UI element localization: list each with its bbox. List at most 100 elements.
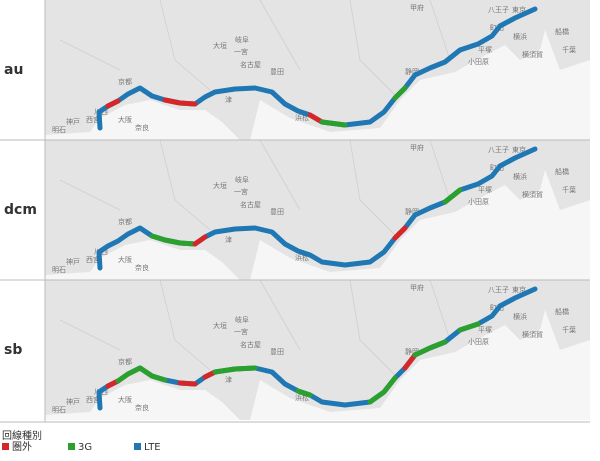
route-segment <box>96 6 538 131</box>
place-label: 静岡 <box>405 347 419 356</box>
place-label: 東京 <box>512 145 526 154</box>
route-segment <box>402 352 418 371</box>
place-label: 千葉 <box>562 45 576 54</box>
place-label: 西宮 <box>86 115 100 124</box>
route-segment <box>392 225 408 241</box>
place-label: 横浜 <box>513 312 527 321</box>
sea <box>45 30 590 140</box>
place-label: 奈良 <box>135 123 149 132</box>
place-label: 大垣 <box>213 41 227 50</box>
route-segment <box>192 234 208 247</box>
place-label: 平塚 <box>478 45 492 54</box>
place-label: 岐阜 <box>235 175 249 184</box>
place-label: 一宮 <box>234 47 248 56</box>
place-label: 船橋 <box>555 27 569 36</box>
place-label: 一宮 <box>234 327 248 336</box>
place-label: 静岡 <box>405 67 419 76</box>
place-label: 大垣 <box>213 321 227 330</box>
route-segment <box>412 339 448 358</box>
legend-swatch <box>134 443 141 450</box>
route-segment <box>457 321 481 333</box>
place-label: 津 <box>225 236 232 244</box>
sea <box>45 310 590 420</box>
place-label: 小田原 <box>468 337 489 346</box>
place-label: 大阪 <box>118 115 132 124</box>
place-label: 神戸 <box>66 397 80 406</box>
place-label: 名古屋 <box>240 200 261 209</box>
place-label: 岐阜 <box>235 315 249 324</box>
place-label: 船橋 <box>555 307 569 316</box>
place-label: 平塚 <box>478 185 492 194</box>
route-segment <box>177 380 198 387</box>
route-segment <box>115 365 143 384</box>
place-label: 東京 <box>512 285 526 294</box>
panel-label: sb <box>4 342 22 358</box>
legend-swatch <box>68 443 75 450</box>
place-label: 横須賀 <box>522 190 543 199</box>
place-label: 東京 <box>512 5 526 14</box>
place-label: 神戸 <box>66 257 80 266</box>
place-label: 豊田 <box>270 347 284 356</box>
place-label: 大阪 <box>118 255 132 264</box>
place-label: 小田原 <box>468 57 489 66</box>
place-label: 京都 <box>118 77 132 86</box>
legend-title: 回線種別 <box>2 429 42 442</box>
route-segment <box>295 388 313 398</box>
route-segment <box>162 97 198 107</box>
place-label: 大垣 <box>213 181 227 190</box>
place-label: 八王子 <box>488 6 509 14</box>
route-segment <box>319 119 348 128</box>
place-label: 奈良 <box>135 263 149 272</box>
place-label: 八王子 <box>488 286 509 294</box>
place-label: 京都 <box>118 217 132 226</box>
route-segment <box>392 85 408 101</box>
place-label: 西宮 <box>86 395 100 404</box>
place-label: 津 <box>225 376 232 384</box>
place-label: 横浜 <box>513 172 527 181</box>
place-label: 名古屋 <box>240 340 261 349</box>
place-label: 横浜 <box>513 32 527 41</box>
map-panel: 東京八王子町田横浜横須賀平塚小田原千葉船橋甲府静岡浜松豊田名古屋岐阜一宮大垣津京… <box>45 279 590 420</box>
legend-label: 圏外 <box>12 441 32 453</box>
place-label: 静岡 <box>405 207 419 216</box>
route-segment <box>212 365 258 375</box>
legend-label: 3G <box>78 442 92 453</box>
place-label: 西宮 <box>86 255 100 264</box>
place-label: 浜松 <box>295 253 309 262</box>
place-label: 奈良 <box>135 403 149 412</box>
place-label: 八王子 <box>488 146 509 154</box>
legend-swatch <box>2 443 9 450</box>
place-label: 小田原 <box>468 197 489 206</box>
place-label: 浜松 <box>295 113 309 122</box>
place-label: 千葉 <box>562 325 576 334</box>
place-label: 横須賀 <box>522 330 543 339</box>
place-label: 名古屋 <box>240 60 261 69</box>
place-label: 船橋 <box>555 167 569 176</box>
border-lines <box>59 0 451 96</box>
route-segment <box>105 98 121 109</box>
route-segment <box>367 375 398 405</box>
place-label: 大阪 <box>118 395 132 404</box>
sea <box>45 170 590 280</box>
panel-label: au <box>4 62 23 78</box>
panel-labels: au dcm sb <box>0 0 590 423</box>
place-label: 一宮 <box>234 187 248 196</box>
place-label: 千葉 <box>562 185 576 194</box>
place-label: 豊田 <box>270 207 284 216</box>
place-label: 平塚 <box>478 325 492 334</box>
place-label: 神戸 <box>66 117 80 126</box>
legend-label: LTE <box>144 442 161 453</box>
place-label: 明石 <box>52 126 66 134</box>
place-label: 明石 <box>52 406 66 414</box>
place-label: 津 <box>225 96 232 104</box>
border-lines <box>59 139 451 236</box>
border-lines <box>59 279 451 376</box>
panel-label: dcm <box>4 202 37 218</box>
route-segment <box>442 187 463 205</box>
place-label: 甲府 <box>410 283 424 292</box>
place-label: 甲府 <box>410 143 424 152</box>
place-label: 浜松 <box>295 393 309 402</box>
place-label: 岐阜 <box>235 35 249 44</box>
place-label: 横須賀 <box>522 50 543 59</box>
legend: 回線種別 圏外 3G LTE <box>2 429 161 453</box>
